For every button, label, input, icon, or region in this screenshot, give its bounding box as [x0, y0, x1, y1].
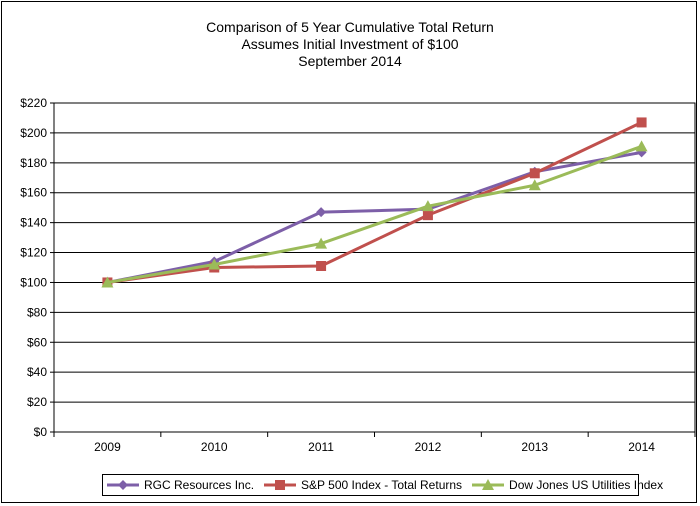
y-tick-label: $100: [20, 275, 47, 289]
y-tick-label: $220: [20, 96, 47, 110]
y-tick-label: $180: [20, 156, 47, 170]
y-tick-label: $120: [20, 246, 47, 260]
data-point: [316, 261, 327, 272]
legend-label-dowjones: Dow Jones US Utilities Index: [509, 478, 664, 492]
y-tick-label: $60: [27, 335, 47, 349]
data-point: [421, 200, 434, 212]
legend-item-sp500: S&P 500 Index - Total Returns: [263, 478, 462, 492]
y-tick-label: $140: [20, 216, 47, 230]
y-tick-label: $200: [20, 126, 47, 140]
x-tick-label: 2013: [521, 440, 548, 454]
chart-title-line-3: September 2014: [298, 53, 402, 69]
chart-title-line-1: Comparison of 5 Year Cumulative Total Re…: [206, 19, 494, 35]
y-tick-label: $40: [27, 365, 47, 379]
data-point: [316, 207, 327, 218]
y-tick-label: $0: [34, 425, 48, 439]
series-lines: [101, 117, 648, 288]
legend-item-rgc: RGC Resources Inc.: [106, 478, 254, 492]
series-3: [101, 140, 648, 288]
series-line: [107, 144, 643, 284]
data-point: [101, 276, 114, 288]
x-tick-label: 2012: [415, 440, 442, 454]
y-tick-label: $80: [27, 305, 47, 319]
line-chart: $0 $20 $40 $60 $80 $100 $120 $140 $160 $180 $200 $2…: [20, 96, 696, 454]
data-point: [208, 258, 221, 270]
x-tick-label: 2014: [628, 440, 655, 454]
legend-label-sp500: S&P 500 Index - Total Returns: [301, 478, 463, 492]
legend: RGC Resources Inc. S&P 500 Index - Total…: [102, 474, 663, 496]
y-tick-label: $160: [20, 186, 47, 200]
legend-marker-sp500: [264, 480, 297, 490]
data-point: [636, 117, 647, 128]
legend-item-dowjones: Dow Jones US Utilities Index: [471, 478, 663, 492]
data-point: [315, 237, 328, 249]
y-axis: $0 $20 $40 $60 $80 $100 $120 $140 $160 $180 $200 $2…: [20, 96, 54, 439]
x-tick-label: 2011: [308, 440, 334, 454]
x-axis: 2009 2010 2011 2012 2013 2014: [53, 432, 696, 454]
data-point: [635, 140, 648, 152]
series-line: [107, 150, 642, 284]
legend-marker-dowjones: [472, 479, 505, 490]
data-point: [529, 168, 540, 179]
x-tick-label: 2009: [94, 440, 121, 454]
data-point: [422, 210, 433, 221]
y-tick-label: $20: [27, 395, 47, 409]
data-point: [528, 179, 541, 191]
x-tick-label: 2010: [201, 440, 228, 454]
plot-area: [53, 102, 696, 433]
series-line: [107, 121, 643, 284]
legend-marker-rgc: [107, 480, 139, 490]
chart-title-line-2: Assumes Initial Investment of $100: [241, 36, 459, 52]
legend-label-rgc: RGC Resources Inc.: [144, 478, 255, 492]
